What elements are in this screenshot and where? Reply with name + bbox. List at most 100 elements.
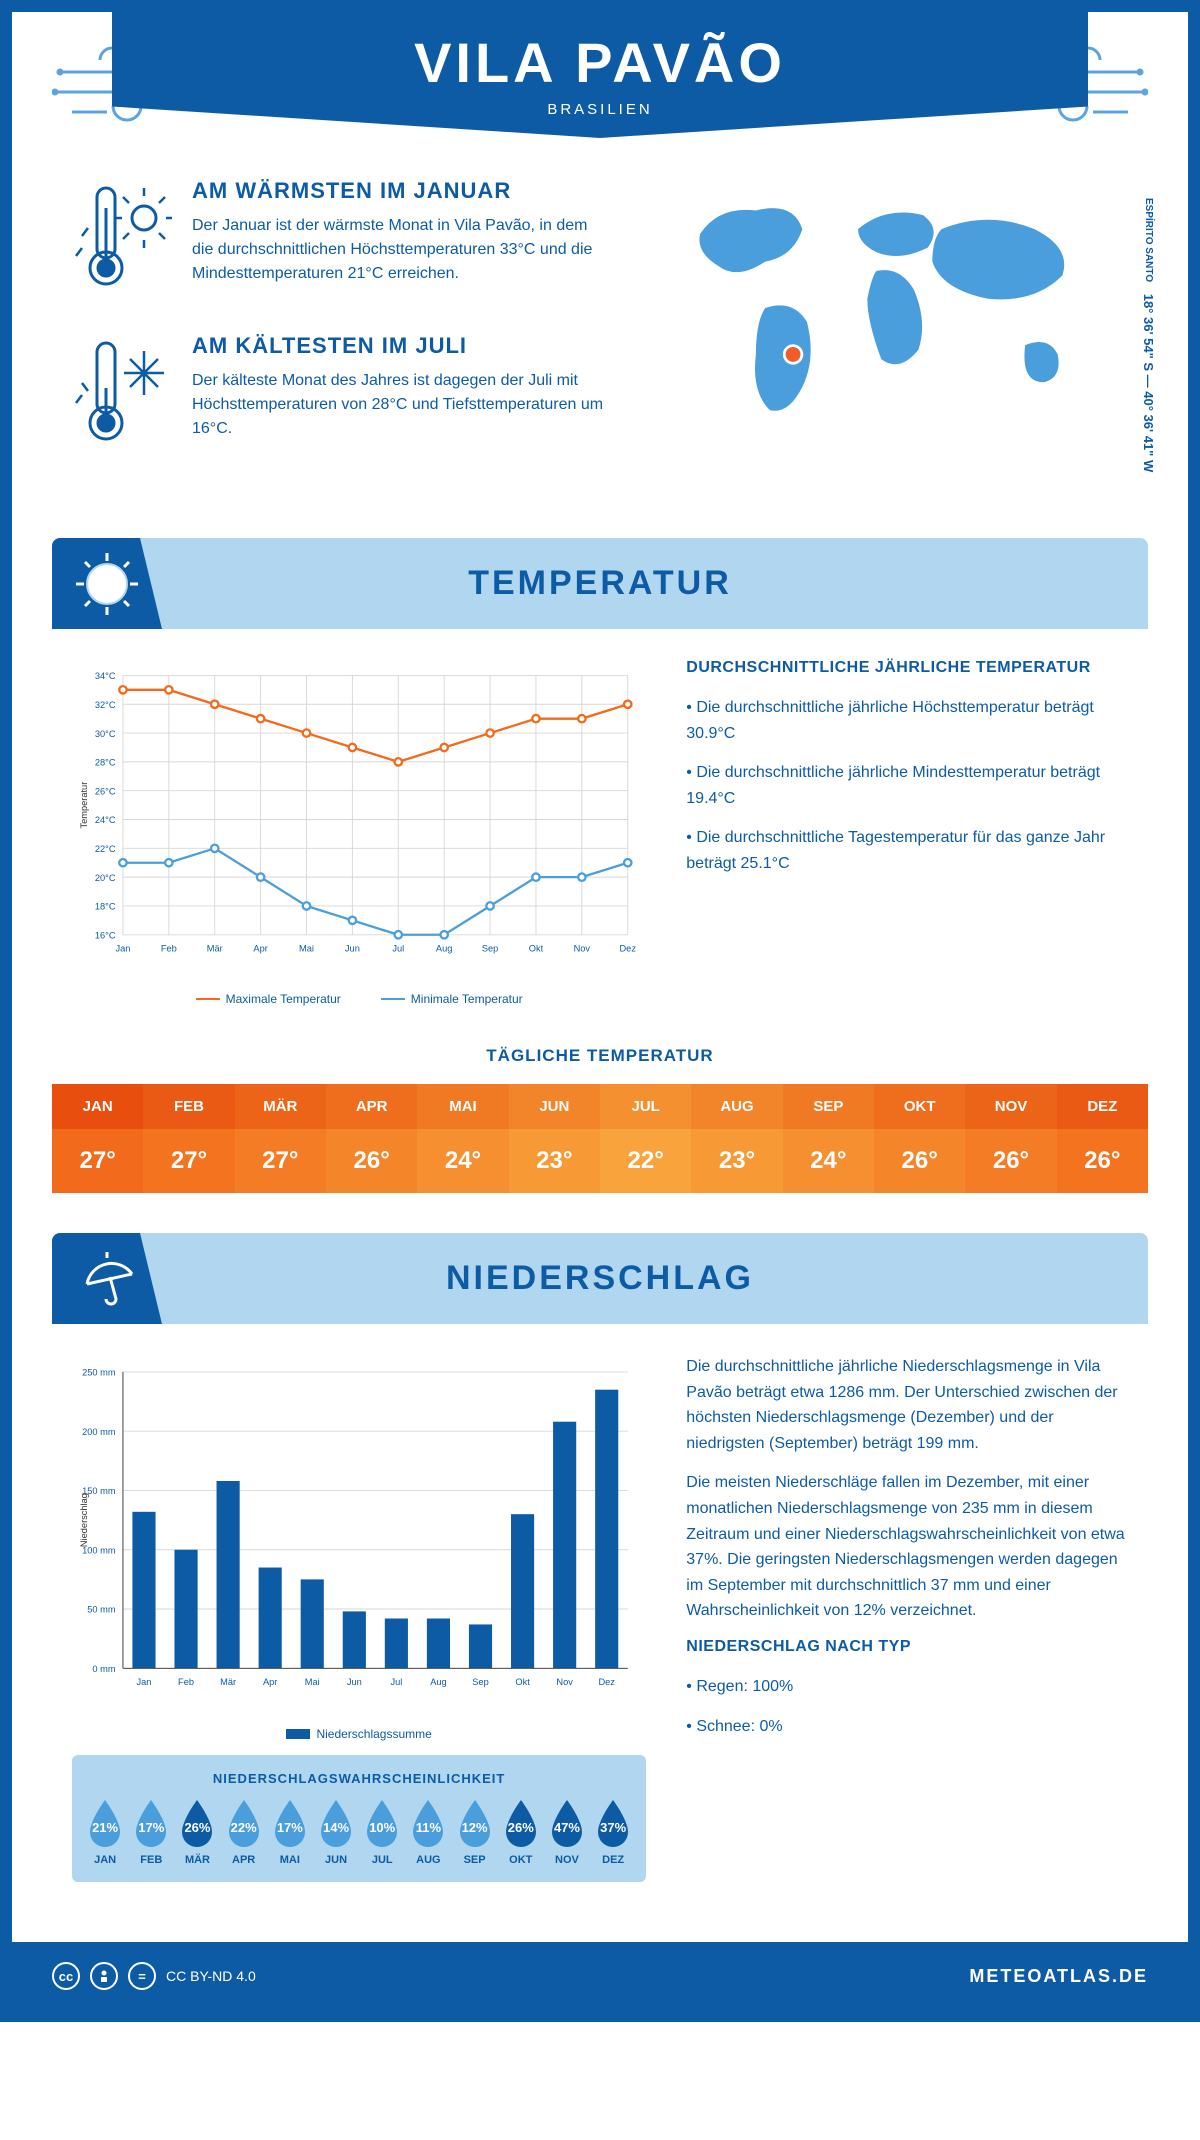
legend-precip: Niederschlagssumme: [286, 1727, 431, 1741]
temp-value: 22°: [600, 1129, 691, 1193]
svg-text:34°C: 34°C: [95, 671, 116, 681]
temp-value: 24°: [783, 1129, 874, 1193]
svg-text:Apr: Apr: [253, 943, 267, 953]
precip-drop: 37% DEZ: [592, 1798, 634, 1866]
svg-text:Aug: Aug: [430, 1677, 446, 1687]
precip-drop: 14% JUN: [315, 1798, 357, 1866]
precip-type-bullet: • Regen: 100%: [686, 1674, 1128, 1700]
fact-coldest-body: Der kälteste Monat des Jahres ist dagege…: [192, 369, 604, 441]
temp-value: 23°: [691, 1129, 782, 1193]
month-header: MÄR: [235, 1084, 326, 1129]
fact-coldest-title: AM KÄLTESTEN IM JULI: [192, 333, 604, 359]
country-subtitle: BRASILIEN: [112, 101, 1088, 118]
daily-temp-table: JANFEBMÄRAPRMAIJUNJULAUGSEPOKTNOVDEZ27°2…: [52, 1084, 1148, 1193]
svg-text:Aug: Aug: [436, 943, 452, 953]
precip-text-2: Die meisten Niederschläge fallen im Deze…: [686, 1470, 1128, 1624]
location-marker: [786, 347, 801, 362]
svg-text:Jul: Jul: [392, 943, 404, 953]
facts-column: AM WÄRMSTEN IM JANUAR Der Januar ist der…: [72, 178, 604, 488]
month-header: MAI: [417, 1084, 508, 1129]
temperature-chart-row: 16°C18°C20°C22°C24°C26°C28°C30°C32°C34°C…: [12, 629, 1188, 1036]
precip-drop: 21% JAN: [84, 1798, 126, 1866]
temp-legend: Maximale Temperatur Minimale Temperatur: [72, 992, 646, 1006]
temperature-chart: 16°C18°C20°C22°C24°C26°C28°C30°C32°C34°C…: [72, 659, 646, 1006]
svg-text:Dez: Dez: [620, 943, 637, 953]
svg-text:Okt: Okt: [529, 943, 544, 953]
svg-text:32°C: 32°C: [95, 700, 116, 710]
fact-warmest-body: Der Januar ist der wärmste Monat in Vila…: [192, 214, 604, 286]
precip-drop: 26% MÄR: [176, 1798, 218, 1866]
temp-value: 26°: [1057, 1129, 1148, 1193]
svg-text:Okt: Okt: [515, 1677, 530, 1687]
fact-warmest-title: AM WÄRMSTEN IM JANUAR: [192, 178, 604, 204]
precip-drop: 22% APR: [223, 1798, 265, 1866]
header-banner: VILA PAVÃO BRASILIEN: [112, 12, 1088, 138]
prob-title: NIEDERSCHLAGSWAHRSCHEINLICHKEIT: [84, 1771, 634, 1786]
svg-text:28°C: 28°C: [95, 758, 116, 768]
fact-coldest: AM KÄLTESTEN IM JULI Der kälteste Monat …: [72, 333, 604, 458]
svg-text:30°C: 30°C: [95, 729, 116, 739]
svg-text:Mär: Mär: [207, 943, 223, 953]
precip-title: NIEDERSCHLAG: [78, 1259, 1122, 1298]
footer: cc = CC BY-ND 4.0 METEOATLAS.DE: [12, 1942, 1188, 2010]
temp-value: 26°: [326, 1129, 417, 1193]
precip-chart: 0 mm50 mm100 mm150 mm200 mm250 mmJanFebM…: [72, 1354, 646, 1882]
month-header: JUN: [509, 1084, 600, 1129]
temperature-summary: DURCHSCHNITTLICHE JÄHRLICHE TEMPERATUR •…: [686, 659, 1128, 1006]
month-header: AUG: [691, 1084, 782, 1129]
precip-legend: Niederschlagssumme: [72, 1727, 646, 1741]
precip-drop: 17% FEB: [130, 1798, 172, 1866]
svg-text:20°C: 20°C: [95, 873, 116, 883]
month-header: DEZ: [1057, 1084, 1148, 1129]
temp-value: 27°: [143, 1129, 234, 1193]
fact-warmest-text: AM WÄRMSTEN IM JANUAR Der Januar ist der…: [192, 178, 604, 303]
month-header: FEB: [143, 1084, 234, 1129]
svg-text:Nov: Nov: [574, 943, 591, 953]
temp-value: 26°: [874, 1129, 965, 1193]
precip-summary: Die durchschnittliche jährliche Niedersc…: [686, 1354, 1128, 1882]
svg-text:50 mm: 50 mm: [87, 1605, 116, 1615]
temp-value: 27°: [52, 1129, 143, 1193]
precip-section-header: NIEDERSCHLAG: [52, 1233, 1148, 1324]
temp-bullet: • Die durchschnittliche jährliche Mindes…: [686, 760, 1128, 811]
svg-text:Dez: Dez: [598, 1677, 615, 1687]
svg-text:Mär: Mär: [220, 1677, 236, 1687]
license-text: CC BY-ND 4.0: [166, 1968, 256, 1984]
precip-drop: 17% MAI: [269, 1798, 311, 1866]
fact-coldest-text: AM KÄLTESTEN IM JULI Der kälteste Monat …: [192, 333, 604, 458]
temp-value: 24°: [417, 1129, 508, 1193]
svg-text:0 mm: 0 mm: [92, 1664, 115, 1674]
fact-warmest: AM WÄRMSTEN IM JANUAR Der Januar ist der…: [72, 178, 604, 303]
svg-text:Nov: Nov: [556, 1677, 573, 1687]
month-header: OKT: [874, 1084, 965, 1129]
svg-text:26°C: 26°C: [95, 786, 116, 796]
svg-text:Niederschlag: Niederschlag: [79, 1493, 89, 1547]
svg-text:Jun: Jun: [345, 943, 360, 953]
svg-text:250 mm: 250 mm: [82, 1368, 116, 1378]
precip-type-title: NIEDERSCHLAG NACH TYP: [686, 1638, 1128, 1656]
svg-text:22°C: 22°C: [95, 844, 116, 854]
svg-text:Mai: Mai: [299, 943, 314, 953]
precip-type-bullet: • Schnee: 0%: [686, 1714, 1128, 1740]
legend-max: Maximale Temperatur: [196, 992, 341, 1006]
svg-text:18°C: 18°C: [95, 902, 116, 912]
license-block: cc = CC BY-ND 4.0: [52, 1962, 256, 1990]
world-map: [644, 178, 1128, 438]
svg-text:Temperatur: Temperatur: [79, 782, 89, 829]
svg-text:Jun: Jun: [347, 1677, 362, 1687]
month-header: SEP: [783, 1084, 874, 1129]
precip-drop: 10% JUL: [361, 1798, 403, 1866]
coordinates-label: ESPÍRITO SANTO 18° 36' 54" S — 40° 36' 4…: [1141, 198, 1156, 472]
svg-text:Feb: Feb: [161, 943, 177, 953]
temp-value: 23°: [509, 1129, 600, 1193]
header-wrap: VILA PAVÃO BRASILIEN: [12, 12, 1188, 138]
thermometer-sun-icon: [72, 178, 172, 303]
precip-probability-box: NIEDERSCHLAGSWAHRSCHEINLICHKEIT 21% JAN …: [72, 1755, 646, 1882]
month-header: NOV: [965, 1084, 1056, 1129]
svg-text:200 mm: 200 mm: [82, 1427, 116, 1437]
svg-text:Sep: Sep: [472, 1677, 488, 1687]
month-header: JAN: [52, 1084, 143, 1129]
page: VILA PAVÃO BRASILIEN AM WÄRMSTEN IM JANU…: [0, 0, 1200, 2022]
intro-section: AM WÄRMSTEN IM JANUAR Der Januar ist der…: [12, 138, 1188, 518]
temp-value: 26°: [965, 1129, 1056, 1193]
